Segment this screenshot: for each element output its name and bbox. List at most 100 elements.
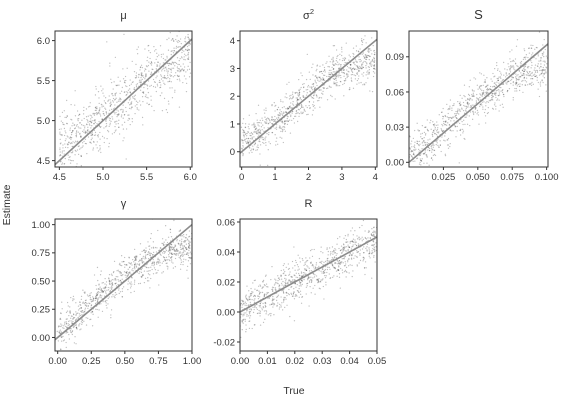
data-point — [365, 267, 367, 269]
data-point — [358, 51, 360, 53]
data-point — [424, 153, 426, 155]
data-point — [288, 274, 290, 276]
data-point — [184, 253, 186, 256]
data-point — [188, 246, 190, 248]
data-point — [148, 250, 150, 253]
data-point — [66, 331, 68, 333]
data-point — [274, 110, 276, 112]
data-point — [447, 122, 449, 124]
data-point — [515, 78, 518, 80]
data-point — [165, 256, 168, 259]
x-tick-label: 0.05 — [368, 356, 387, 367]
data-point — [516, 90, 518, 92]
data-point — [288, 98, 291, 100]
data-point — [180, 42, 182, 45]
data-point — [85, 132, 87, 134]
data-point — [322, 74, 325, 76]
data-point — [150, 64, 153, 66]
data-point — [248, 313, 251, 315]
data-point — [353, 241, 355, 243]
data-point — [160, 247, 162, 249]
data-point — [303, 82, 305, 85]
data-point — [274, 134, 276, 136]
data-point — [348, 272, 350, 274]
data-point — [272, 290, 274, 292]
data-point — [141, 91, 144, 93]
data-point — [290, 276, 293, 278]
data-point — [145, 247, 147, 249]
data-point — [146, 266, 148, 269]
data-point — [187, 246, 190, 248]
data-point — [293, 298, 296, 300]
data-point — [426, 142, 428, 144]
data-point — [320, 97, 323, 99]
data-point — [130, 291, 132, 294]
data-point — [94, 169, 95, 170]
data-point — [249, 298, 251, 300]
data-point — [338, 263, 341, 265]
data-point — [416, 169, 417, 170]
data-point — [342, 250, 344, 252]
data-point — [119, 280, 122, 282]
data-point — [276, 137, 278, 139]
data-point — [135, 76, 138, 78]
data-point — [100, 297, 102, 299]
data-point — [349, 87, 351, 89]
data-point — [416, 122, 418, 124]
data-point — [351, 254, 353, 256]
data-point — [121, 86, 123, 89]
data-point — [341, 258, 343, 260]
data-point — [343, 256, 346, 258]
data-point — [294, 274, 296, 277]
data-point — [299, 274, 301, 277]
data-point — [122, 273, 124, 276]
data-point — [277, 279, 279, 282]
data-point — [169, 246, 172, 248]
data-point — [280, 275, 282, 278]
data-point — [520, 60, 523, 63]
data-point — [496, 69, 499, 72]
data-point — [178, 256, 180, 259]
data-point — [364, 261, 367, 263]
data-point — [60, 312, 62, 315]
data-point — [370, 62, 372, 64]
data-point — [77, 145, 80, 148]
data-point — [72, 325, 74, 327]
data-point — [179, 46, 181, 48]
data-point — [127, 280, 130, 282]
data-point — [161, 272, 163, 274]
data-point — [70, 142, 72, 144]
data-point — [96, 308, 98, 311]
data-point — [351, 264, 353, 267]
data-point — [115, 84, 117, 86]
data-point — [165, 59, 167, 61]
data-point — [250, 308, 252, 310]
data-point — [259, 292, 261, 294]
data-point — [276, 109, 278, 111]
data-point — [259, 132, 261, 134]
data-point — [174, 65, 176, 67]
data-point — [153, 109, 155, 112]
data-point — [310, 88, 313, 90]
data-point — [300, 280, 303, 282]
data-point — [328, 55, 330, 57]
data-point — [320, 250, 322, 253]
data-point — [349, 88, 351, 90]
data-point — [181, 240, 183, 243]
data-point — [151, 264, 153, 266]
data-point — [288, 107, 290, 109]
data-point — [316, 77, 318, 80]
data-point — [156, 247, 158, 249]
data-point — [90, 134, 92, 137]
data-point — [83, 129, 85, 131]
data-point — [157, 61, 159, 63]
data-point — [158, 249, 161, 251]
data-point — [281, 120, 283, 122]
data-point — [264, 137, 266, 139]
data-point — [277, 277, 280, 279]
data-point — [139, 282, 142, 285]
data-point — [338, 67, 340, 69]
data-point — [104, 287, 106, 290]
data-point — [183, 53, 186, 55]
